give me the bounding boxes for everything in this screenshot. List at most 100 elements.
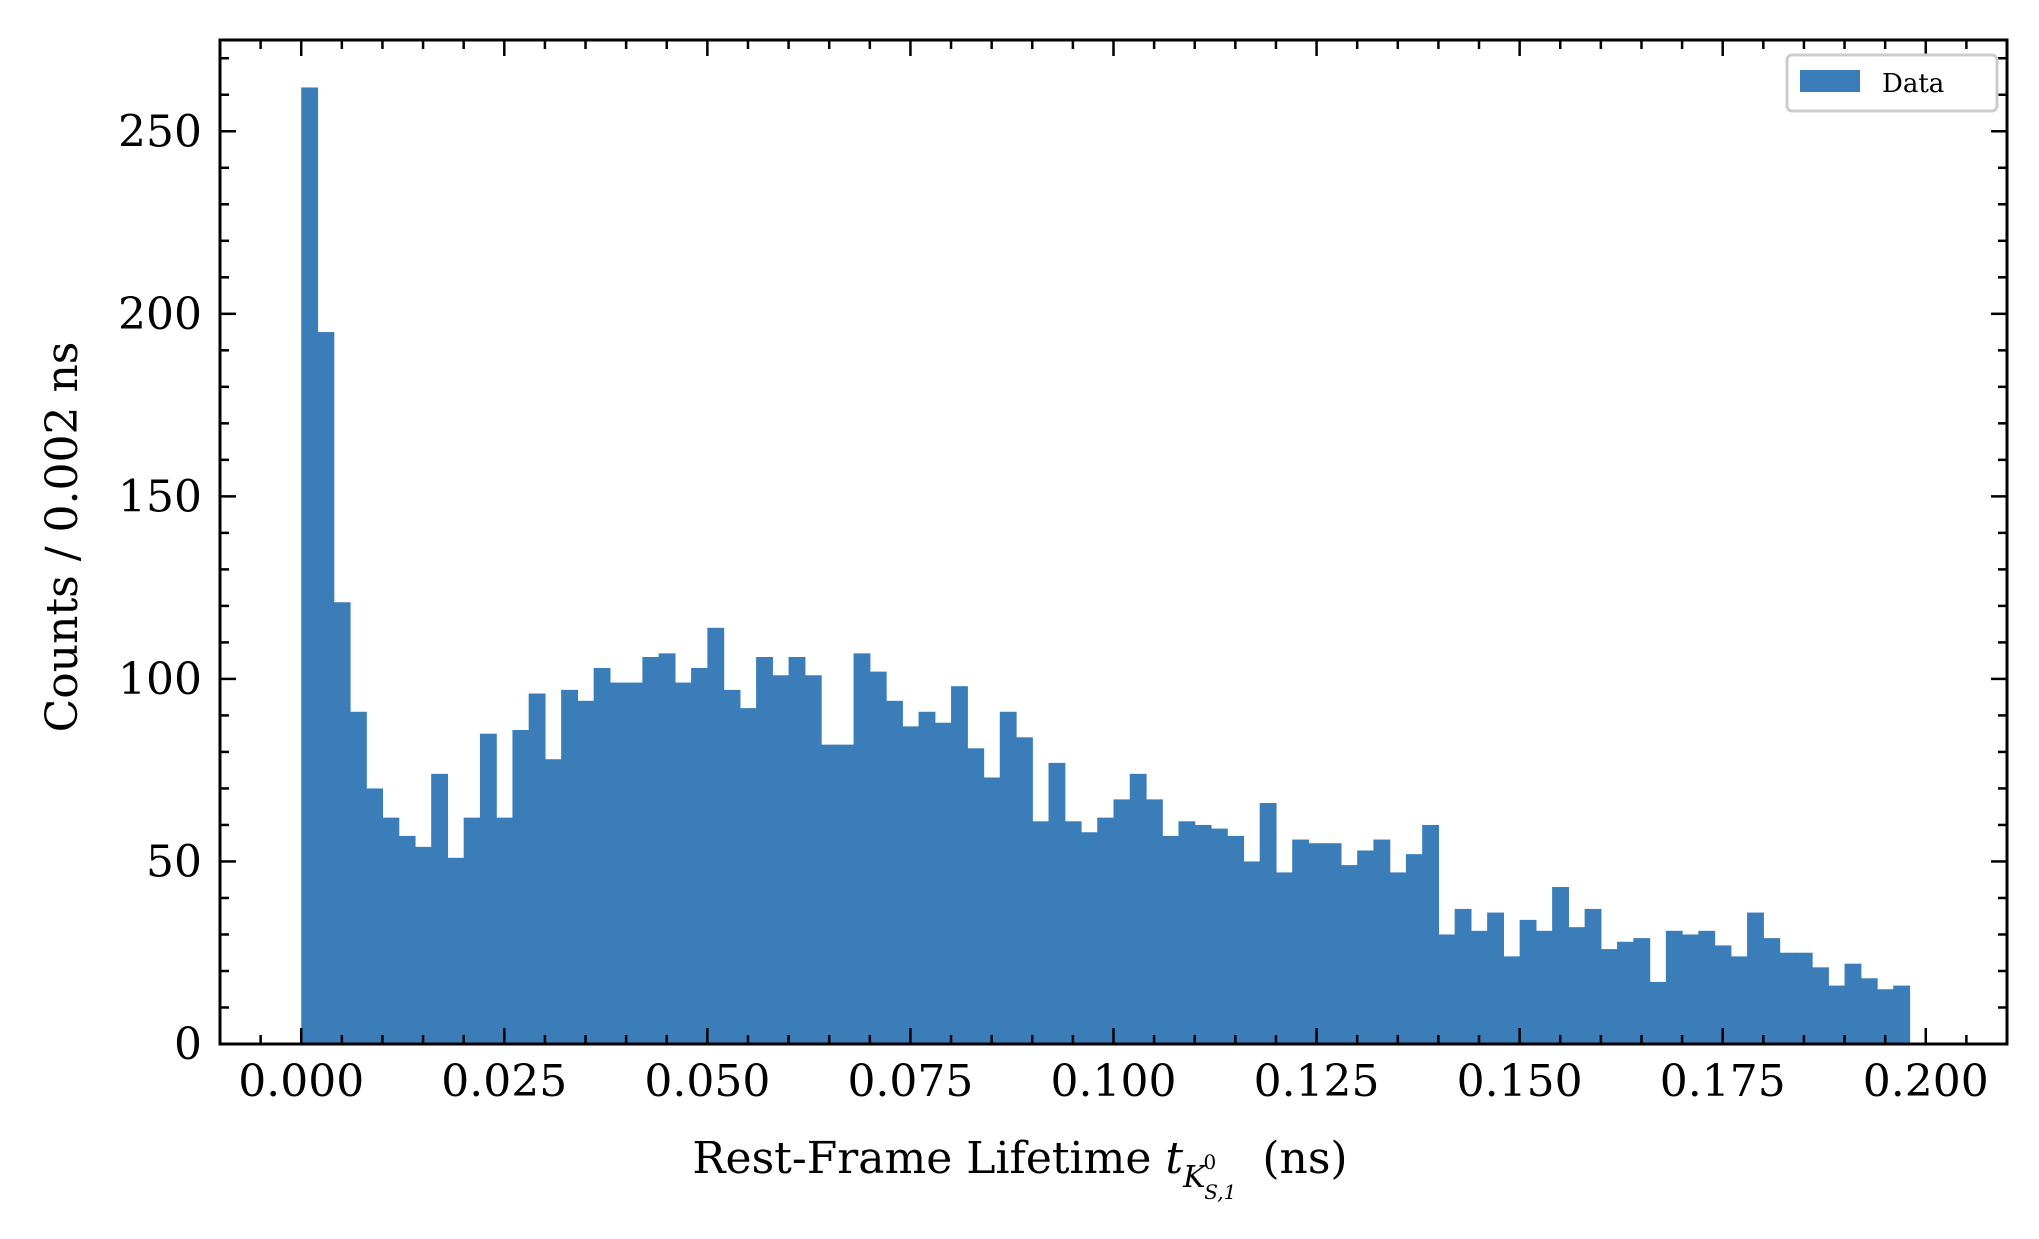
histogram-bar [1568,927,1586,1044]
histogram-bar [1064,821,1082,1044]
histogram-bar [658,653,676,1044]
legend: Data [1785,53,1999,113]
histogram-bar [1275,872,1293,1044]
legend-swatch [1800,70,1860,92]
histogram-bar [382,817,400,1044]
histogram-bar [447,857,465,1044]
histogram-bar [1519,919,1537,1044]
histogram-bar [1422,824,1440,1044]
histogram-bar [723,689,741,1044]
y-tick-label: 50 [146,836,202,887]
bars-group [301,87,1911,1044]
histogram-bar [1438,934,1456,1044]
y-tick-label: 250 [118,106,202,157]
histogram-bar [1730,956,1748,1044]
legend-label: Data [1882,69,1944,99]
x-axis-title-unit: (ns) [1262,1133,1347,1184]
histogram-bar [918,711,936,1044]
histogram-bar [821,744,838,1044]
histogram-bar [1243,861,1261,1044]
histogram-bar [853,653,871,1044]
histogram-bar [1405,854,1423,1044]
histogram-bar [1340,865,1358,1044]
histogram-bar [1259,803,1277,1044]
tick-labels-group: 0.000 0.025 0.050 0.075 0.100 0.125 0.150 0.175… [118,106,1989,1107]
histogram-bar [999,711,1017,1044]
histogram-bar [1633,938,1651,1044]
histogram-bar [609,682,627,1044]
histogram-bar [1145,799,1163,1044]
x-tick-label: 0.025 [441,1056,567,1107]
histogram-bar [951,686,968,1044]
histogram-bar [1389,872,1407,1044]
histogram-bar [869,671,887,1044]
x-tick-label: 0.125 [1254,1056,1380,1107]
histogram-bar [1535,930,1553,1044]
histogram-bar [1682,934,1699,1044]
x-axis-title-symbol: t [1165,1133,1183,1184]
histogram-bar [1373,839,1391,1044]
y-tick-label: 150 [118,471,202,522]
y-tick-label: 200 [118,289,202,340]
histogram-bar [756,657,773,1044]
y-axis-title: Counts / 0.002 ns [37,342,88,733]
histogram-bar [1194,824,1212,1044]
histogram-bar [479,733,497,1044]
legend-box [1785,53,1999,113]
histogram-bar [691,667,708,1044]
histogram-bar [398,835,416,1044]
x-axis-title-subscript2: S,1 [1204,1180,1236,1204]
histogram-bar [1048,762,1066,1044]
histogram-bar [333,602,351,1044]
histogram-bar [1308,843,1326,1044]
x-axis-title: Rest-Frame Lifetime tK0 S,1 (ns) [692,1133,1347,1204]
x-tick-label: 0.150 [1457,1056,1583,1107]
x-axis-title-superscript: 0 [1204,1150,1217,1174]
ticks-group [218,40,2009,1046]
histogram-bar [1162,835,1180,1044]
histogram-bar [1600,949,1618,1044]
histogram-bar [593,667,611,1044]
histogram-bar [1665,930,1683,1044]
histogram-bar [1210,828,1228,1044]
histogram-bar [1747,912,1764,1044]
histogram-bar [1357,850,1375,1044]
histogram-bar [414,846,432,1044]
x-tick-label: 0.075 [847,1056,973,1107]
histogram-bar [1081,832,1098,1044]
histogram-bar [772,675,790,1044]
histogram-bar [1470,930,1488,1044]
histogram-bar [1649,981,1667,1044]
histogram-bar [1617,941,1634,1044]
histogram-bar [349,711,367,1044]
histogram-bar [1227,835,1245,1044]
y-tick-label: 0 [174,1019,202,1070]
histogram-bar [739,708,757,1044]
histogram-bar [1812,967,1829,1044]
x-axis-title-subscript: K [1182,1160,1207,1195]
histogram-bar [707,627,725,1044]
histogram-bar [1129,773,1147,1044]
histogram-bar [1113,799,1131,1044]
x-tick-label: 0.100 [1051,1056,1177,1107]
histogram-bar [1097,817,1115,1044]
histogram-bar [1795,952,1813,1044]
histogram-bar [1584,908,1602,1044]
histogram-bar [1828,985,1846,1044]
histogram-bar [1487,912,1504,1044]
histogram-bar [1032,821,1050,1044]
histogram-bar [1503,956,1521,1044]
x-tick-label: 0.200 [1863,1056,1989,1107]
histogram-bar [1779,952,1797,1044]
histogram-bar [837,744,855,1044]
histogram-bar [967,748,985,1044]
histogram-bar [1552,887,1569,1044]
x-tick-label: 0.050 [644,1056,770,1107]
x-tick-label: 0.000 [238,1056,364,1107]
histogram-bar [886,700,903,1044]
histogram-bar [1698,930,1716,1044]
histogram-bar [1016,737,1033,1044]
histogram-bar [512,730,530,1044]
histogram-bar [317,332,335,1044]
